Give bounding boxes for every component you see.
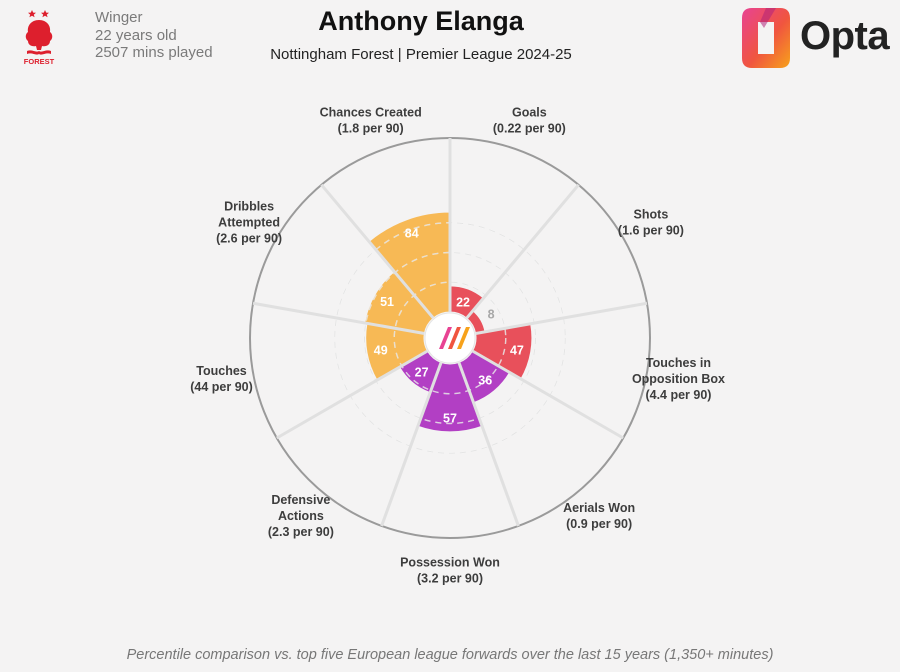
spoke-5 [380, 361, 443, 527]
opta-mark-icon [439, 327, 470, 349]
chart-subtitle: Nottingham Forest | Premier League 2024-… [270, 46, 572, 63]
spoke-8 [320, 183, 435, 320]
spoke-7 [252, 301, 425, 335]
nottingham-forest-crest-icon: FOREST [24, 10, 55, 66]
category-rate: (3.2 per 90) [417, 572, 483, 586]
category-rate: (44 per 90) [190, 380, 253, 394]
category-name: Dribbles [224, 200, 274, 214]
player-age: 22 years old [95, 26, 177, 44]
crest-wordmark: FOREST [24, 57, 55, 66]
bar-chances-created [368, 211, 451, 319]
category-label-aerials-won: Aerials Won (0.9 per 90) [563, 501, 635, 531]
grid-ring-shade-50 [364, 252, 536, 424]
category-rate: (4.4 per 90) [645, 388, 711, 402]
category-name: Possession Won [400, 556, 500, 570]
bar-touches-in-opposition-box [471, 323, 533, 380]
category-name: Shots [634, 208, 669, 222]
bar-possession-won [417, 361, 483, 433]
value-label-defensive-actions: 27 [415, 365, 429, 379]
opta-wordmark: Opta [800, 14, 890, 58]
category-label-touches-in-opposition-box: Touches in Opposition Box (4.4 per 90) [632, 356, 725, 402]
category-rate: (0.22 per 90) [493, 121, 566, 135]
category-rate: (0.9 per 90) [566, 517, 632, 531]
spoke-3 [471, 349, 624, 440]
category-label-shots: Shots (1.6 per 90) [618, 208, 684, 238]
player-meta: Winger 22 years old 2507 mins played [95, 9, 213, 62]
value-label-chances-created: 84 [405, 226, 419, 240]
category-rate: (1.8 per 90) [338, 121, 404, 135]
category-label-chances-created: Chances Created (1.8 per 90) [320, 105, 422, 135]
bar-touches [365, 322, 429, 381]
category-name: Goals [512, 105, 547, 119]
category-rate: (2.6 per 90) [216, 232, 282, 246]
category-rate: (1.6 per 90) [618, 224, 684, 238]
spoke-6 [276, 349, 429, 440]
category-label-dribbles-attempted: Dribbles Attempted (2.6 per 90) [216, 200, 282, 246]
category-label-goals: Goals (0.22 per 90) [493, 105, 566, 135]
value-label-touches: 49 [374, 344, 388, 358]
category-name: Aerials Won [563, 501, 635, 515]
category-name: Actions [278, 509, 324, 523]
footer-note: Percentile comparison vs. top five Europ… [126, 647, 774, 663]
category-name: Touches [196, 364, 247, 378]
value-label-touches-in-opposition-box: 47 [510, 343, 524, 357]
center-hub [424, 312, 476, 364]
spoke-1 [465, 183, 580, 320]
value-label-possession-won: 57 [443, 411, 457, 425]
value-label-shots: 8 [488, 308, 495, 322]
value-label-dribbles-attempted: 51 [380, 295, 394, 309]
player-position: Winger [95, 9, 143, 26]
spoke-4 [457, 361, 520, 527]
category-name: Chances Created [320, 105, 422, 119]
category-rate: (2.3 per 90) [268, 525, 334, 539]
value-label-goals: 22 [456, 296, 470, 310]
player-minutes: 2507 mins played [95, 44, 213, 61]
category-label-defensive-actions: Defensive Actions (2.3 per 90) [268, 493, 334, 539]
grid-ring-shade-25 [393, 281, 507, 395]
spoke-2 [475, 301, 648, 335]
category-label-touches: Touches (44 per 90) [190, 364, 253, 394]
category-name: Touches in [646, 356, 711, 370]
category-label-possession-won: Possession Won (3.2 per 90) [400, 556, 500, 586]
category-name: Opposition Box [632, 372, 725, 386]
opta-logo-icon [742, 8, 790, 68]
category-name: Defensive [271, 493, 330, 507]
value-label-aerials-won: 36 [478, 374, 492, 388]
chart-title: Anthony Elanga [318, 6, 524, 36]
category-name: Attempted [218, 216, 280, 230]
